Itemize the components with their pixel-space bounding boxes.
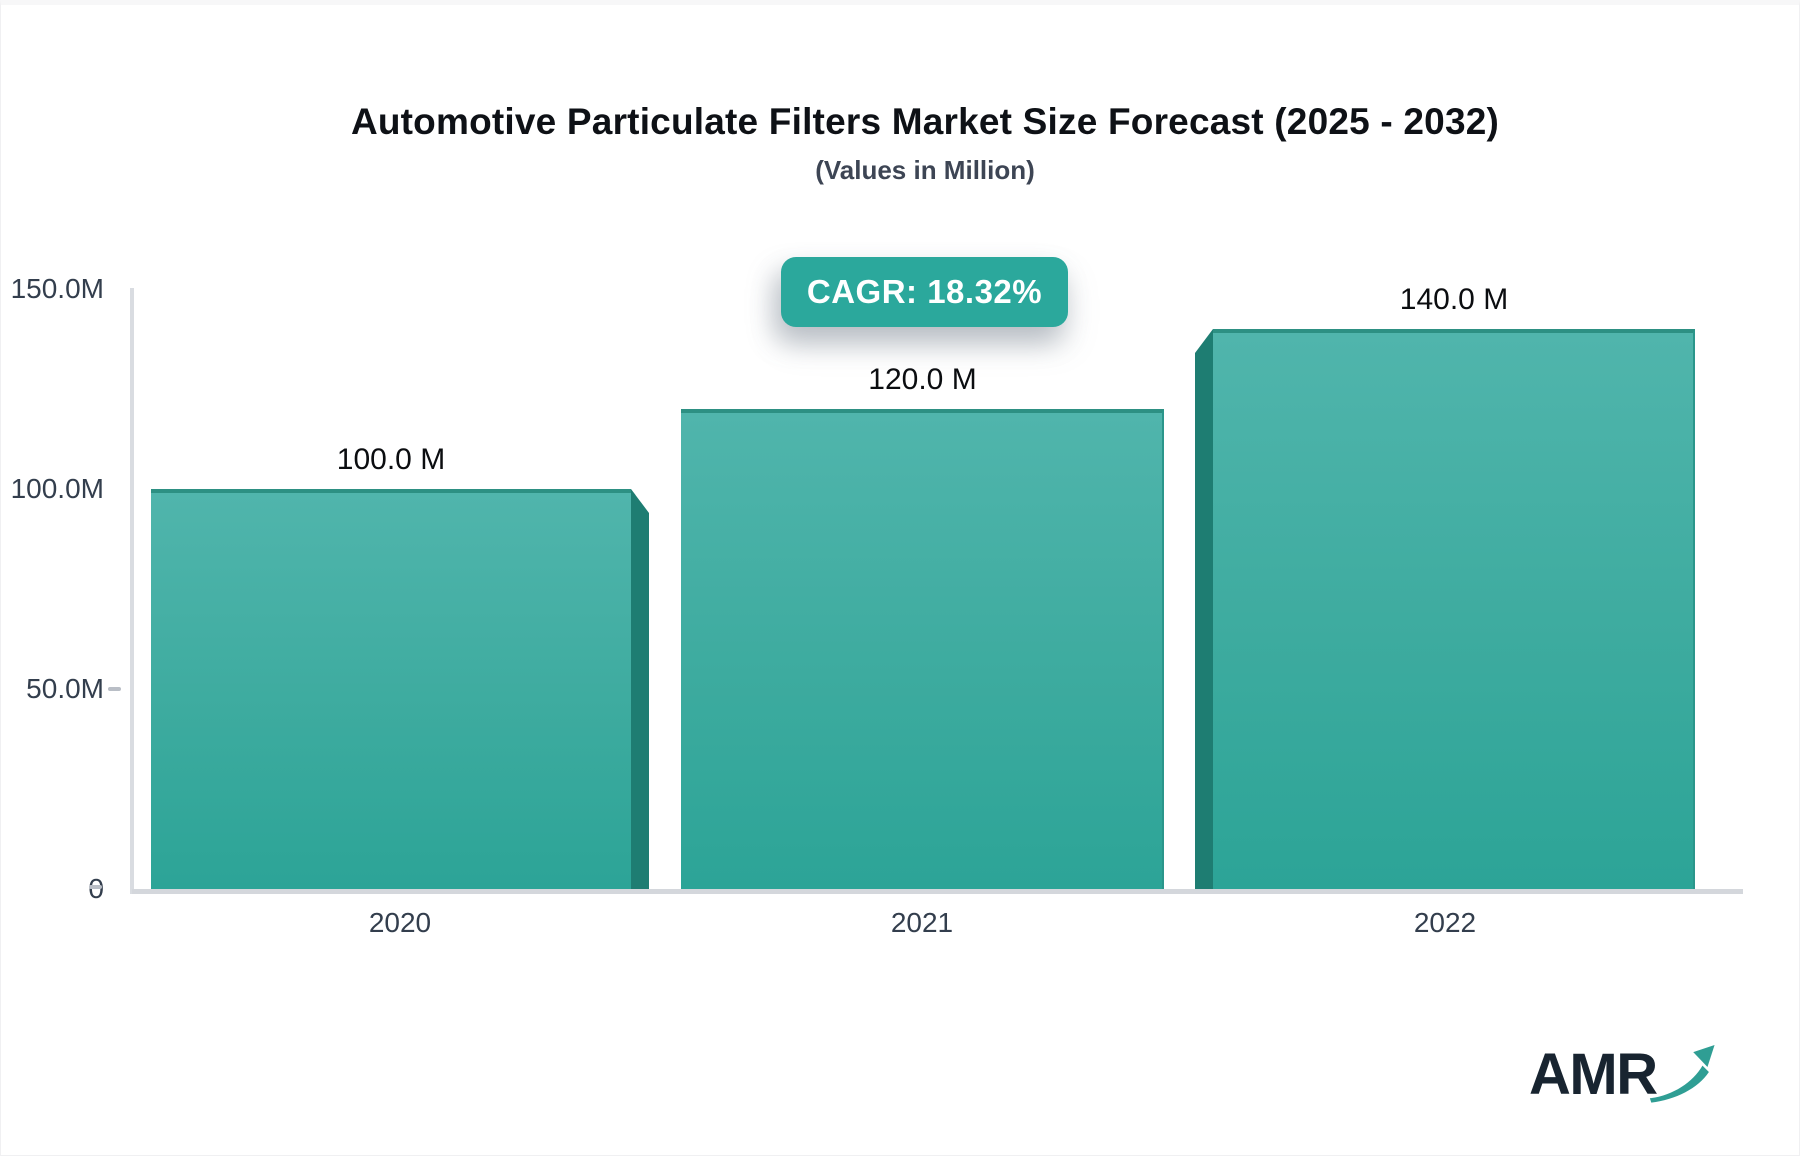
x-tick-label-2020: 2020	[368, 907, 432, 938]
bar-side-face	[631, 489, 649, 889]
bar-value-label: 100.0 M	[336, 443, 446, 476]
y-axis-line	[130, 288, 134, 894]
bar-front-face[interactable]	[681, 409, 1164, 889]
y-tick-label-0: 0	[1, 873, 104, 905]
chart-title: Automotive Particulate Filters Market Si…	[350, 101, 1500, 142]
cagr-badge-label: CAGR: 18.32%	[806, 273, 1043, 310]
y-tick-mark-0	[89, 885, 102, 889]
x-axis-line	[132, 889, 1743, 894]
y-tick-label-50: 50.0M	[26, 673, 104, 704]
x-tick-label-2022: 2022	[1413, 907, 1477, 938]
growth-arrow-icon	[1649, 1044, 1715, 1103]
cagr-badge: CAGR: 18.32%	[781, 257, 1068, 327]
bar-side-face	[1195, 329, 1213, 889]
bar-value-label: 120.0 M	[868, 363, 977, 396]
y-tick-mark-50	[108, 687, 121, 691]
y-tick-label-100: 100.0M	[10, 473, 104, 504]
amr-logo: AMR	[1529, 1041, 1721, 1108]
y-tick-label-150: 150.0M	[10, 273, 104, 304]
bar-2020[interactable]: 100.0 M	[151, 443, 649, 889]
bar-front-face[interactable]	[151, 489, 631, 889]
bar-2021[interactable]: 120.0 M	[681, 363, 1164, 889]
amr-logo-text: AMR	[1529, 1042, 1658, 1107]
bar-2022[interactable]: 140.0 M	[1195, 283, 1695, 889]
bar-value-label: 140.0 M	[1399, 283, 1509, 316]
bar-front-face[interactable]	[1213, 329, 1695, 889]
chart-subtitle: (Values in Million)	[815, 155, 1035, 185]
x-tick-label-2021: 2021	[890, 907, 954, 938]
